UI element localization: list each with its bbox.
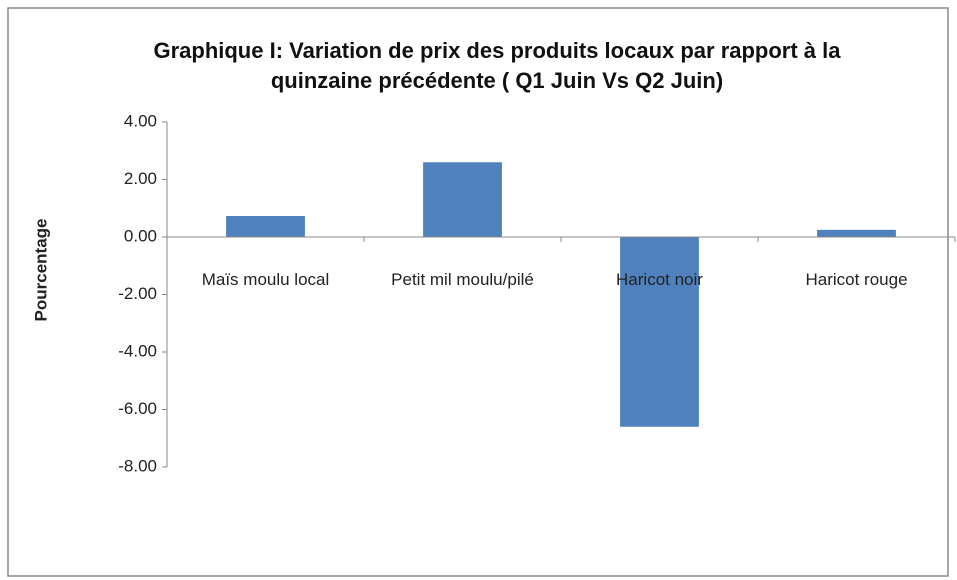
- y-tick-label: 2.00: [124, 169, 157, 188]
- y-tick-label: -6.00: [118, 399, 157, 418]
- y-tick-label: -2.00: [118, 284, 157, 303]
- bar: [423, 162, 502, 237]
- x-tick-label: Haricot rouge: [805, 270, 908, 289]
- y-tick-label: -8.00: [118, 456, 157, 475]
- y-tick-label: 4.00: [124, 111, 157, 130]
- y-tick-label: 0.00: [124, 226, 157, 245]
- y-tick-label: -4.00: [118, 341, 157, 360]
- chart-title: Graphique I: Variation de prix des produ…: [153, 38, 841, 93]
- bar: [226, 216, 305, 237]
- chart-border: [7, 7, 949, 577]
- x-tick-label: Maïs moulu local: [201, 270, 330, 289]
- bar: [620, 237, 699, 427]
- x-tick-label: Petit mil moulu/pilé: [391, 270, 534, 289]
- y-axis-label: Pourcentage: [31, 219, 50, 322]
- x-tick-label: Haricot noir: [616, 270, 703, 289]
- bar: [817, 229, 896, 237]
